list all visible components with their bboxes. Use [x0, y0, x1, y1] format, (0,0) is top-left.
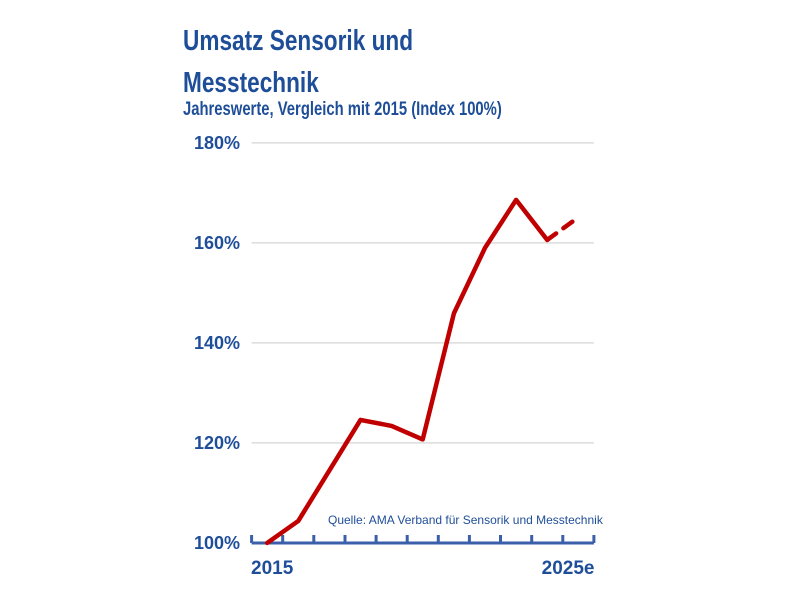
- svg-text:140%: 140%: [194, 333, 240, 353]
- svg-text:Quelle: AMA Verband für Sensor: Quelle: AMA Verband für Sensorik und Mes…: [328, 513, 604, 527]
- svg-text:180%: 180%: [194, 133, 240, 153]
- svg-text:100%: 100%: [194, 533, 240, 553]
- svg-text:160%: 160%: [194, 233, 240, 253]
- svg-text:2015: 2015: [251, 558, 294, 579]
- svg-text:2025e: 2025e: [542, 558, 595, 579]
- svg-text:120%: 120%: [194, 433, 240, 453]
